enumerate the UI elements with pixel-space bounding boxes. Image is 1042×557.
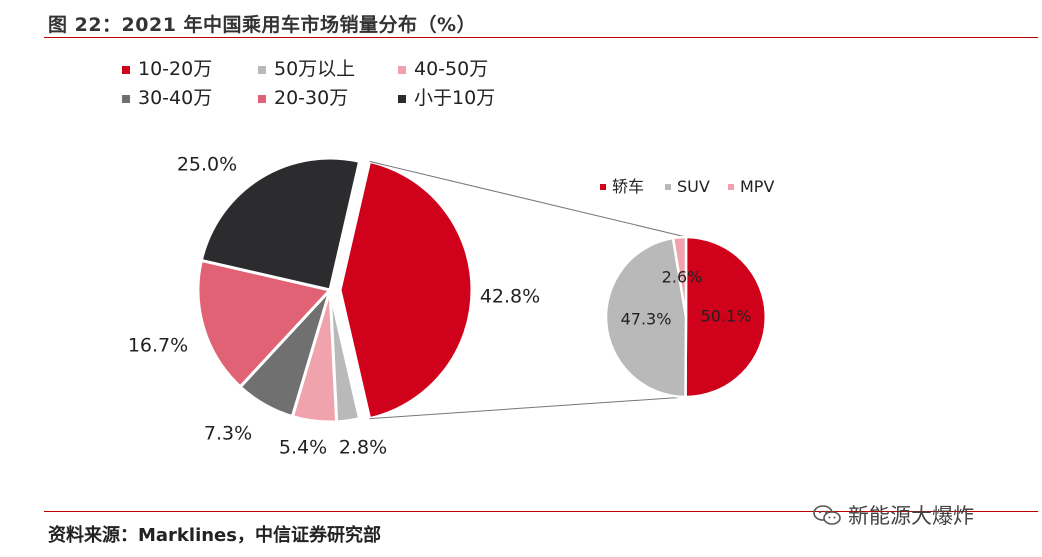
legend-label-10-20wan: 10-20万: [138, 58, 212, 80]
sub-pie-slice-sedan: [684, 235, 767, 399]
title-rule: [44, 37, 1038, 38]
legend-label-over-50wan: 50万以上: [274, 58, 355, 80]
data-label-30-40wan: 7.3%: [204, 423, 252, 445]
data-label-20-30wan: 16.7%: [128, 335, 188, 357]
wechat-icon: [813, 505, 841, 525]
source-rule: [44, 511, 1038, 512]
watermark-text: 新能源大爆炸: [848, 504, 974, 528]
legend-label-under-10wan: 小于10万: [414, 87, 495, 109]
legend-label-30-40wan: 30-40万: [138, 87, 212, 109]
data-label-under-10wan: 25.0%: [177, 154, 237, 176]
legend-swatch-40-50wan: [398, 66, 406, 74]
sub-legend-label-suv: SUV: [677, 177, 710, 196]
legend-swatch-over-50wan: [258, 66, 266, 74]
legend-swatch-20-30wan: [258, 95, 266, 103]
sub-data-label-suv: 47.3%: [621, 310, 672, 329]
sub-legend-swatch-mpv: [728, 184, 734, 190]
sub-data-label-mpv: 2.6%: [662, 268, 703, 287]
legend-label-40-50wan: 40-50万: [414, 58, 488, 80]
data-label-over-50wan: 2.8%: [339, 437, 387, 459]
sub-legend-label-mpv: MPV: [740, 177, 774, 196]
pie-slice-under-10wan: [199, 156, 362, 292]
figure-title: 图 22：2021 年中国乘用车市场销量分布（%）: [48, 14, 477, 36]
sub-legend-swatch-suv: [665, 184, 671, 190]
sub-pie-slice-suv: [604, 236, 688, 399]
sub-pie-slice-mpv: [671, 235, 688, 318]
data-label-10-20wan: 42.8%: [480, 286, 540, 308]
data-label-40-50wan: 5.4%: [279, 437, 327, 459]
legend-swatch-30-40wan: [122, 95, 130, 103]
legend-swatch-under-10wan: [398, 95, 406, 103]
watermark: 新能源大爆炸: [812, 500, 974, 530]
sub-legend-label-sedan: 轿车: [612, 177, 644, 196]
legend-label-20-30wan: 20-30万: [274, 87, 348, 109]
pie-slice-20-30wan: [196, 258, 333, 389]
pie-slice-10-20wan: [338, 159, 474, 421]
sub-data-label-sedan: 50.1%: [701, 307, 752, 326]
connector-line-top: [369, 160, 687, 238]
connector-line-bottom: [369, 396, 687, 420]
source-note: 资料来源：Marklines，中信证券研究部: [48, 525, 381, 546]
sub-legend-swatch-sedan: [600, 184, 606, 190]
legend-swatch-10-20wan: [122, 66, 130, 74]
